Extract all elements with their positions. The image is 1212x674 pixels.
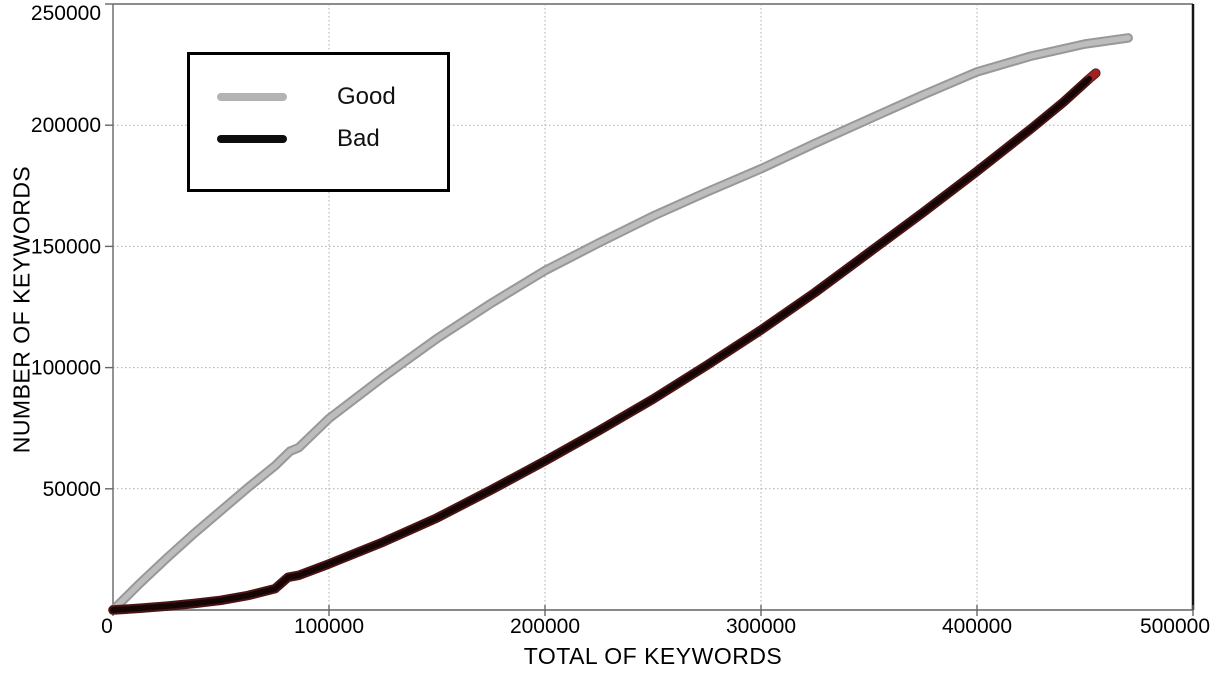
x-tick-label: 300000 <box>726 615 796 638</box>
bad-line-swatch <box>217 135 287 143</box>
y-tick-label: 200000 <box>31 114 101 137</box>
x-tick-label: 400000 <box>942 615 1012 638</box>
x-tick-label: 100000 <box>294 615 364 638</box>
legend-label-bad: Bad <box>337 125 380 152</box>
y-axis-title: NUMBER OF KEYWORDS <box>8 165 35 454</box>
x-tick-label: 500000 <box>1140 615 1210 638</box>
good-series-line <box>110 35 1131 613</box>
x-tick-label: 200000 <box>510 615 580 638</box>
good-line-swatch <box>217 93 287 101</box>
legend-item-bad: Bad <box>190 122 447 156</box>
x-axis-title: TOTAL OF KEYWORDS <box>523 643 783 669</box>
legend-item-good: Good <box>190 80 447 114</box>
y-tick-label: 250000 <box>31 2 101 25</box>
bad-series-line <box>110 75 1093 613</box>
y-tick-label: 150000 <box>31 235 101 258</box>
y-tick-label: 100000 <box>31 357 101 380</box>
legend-label-good: Good <box>337 83 396 110</box>
x-tick-label: 0 <box>101 615 113 638</box>
y-tick-label: 50000 <box>43 478 101 501</box>
legend: Good Bad <box>187 52 450 192</box>
